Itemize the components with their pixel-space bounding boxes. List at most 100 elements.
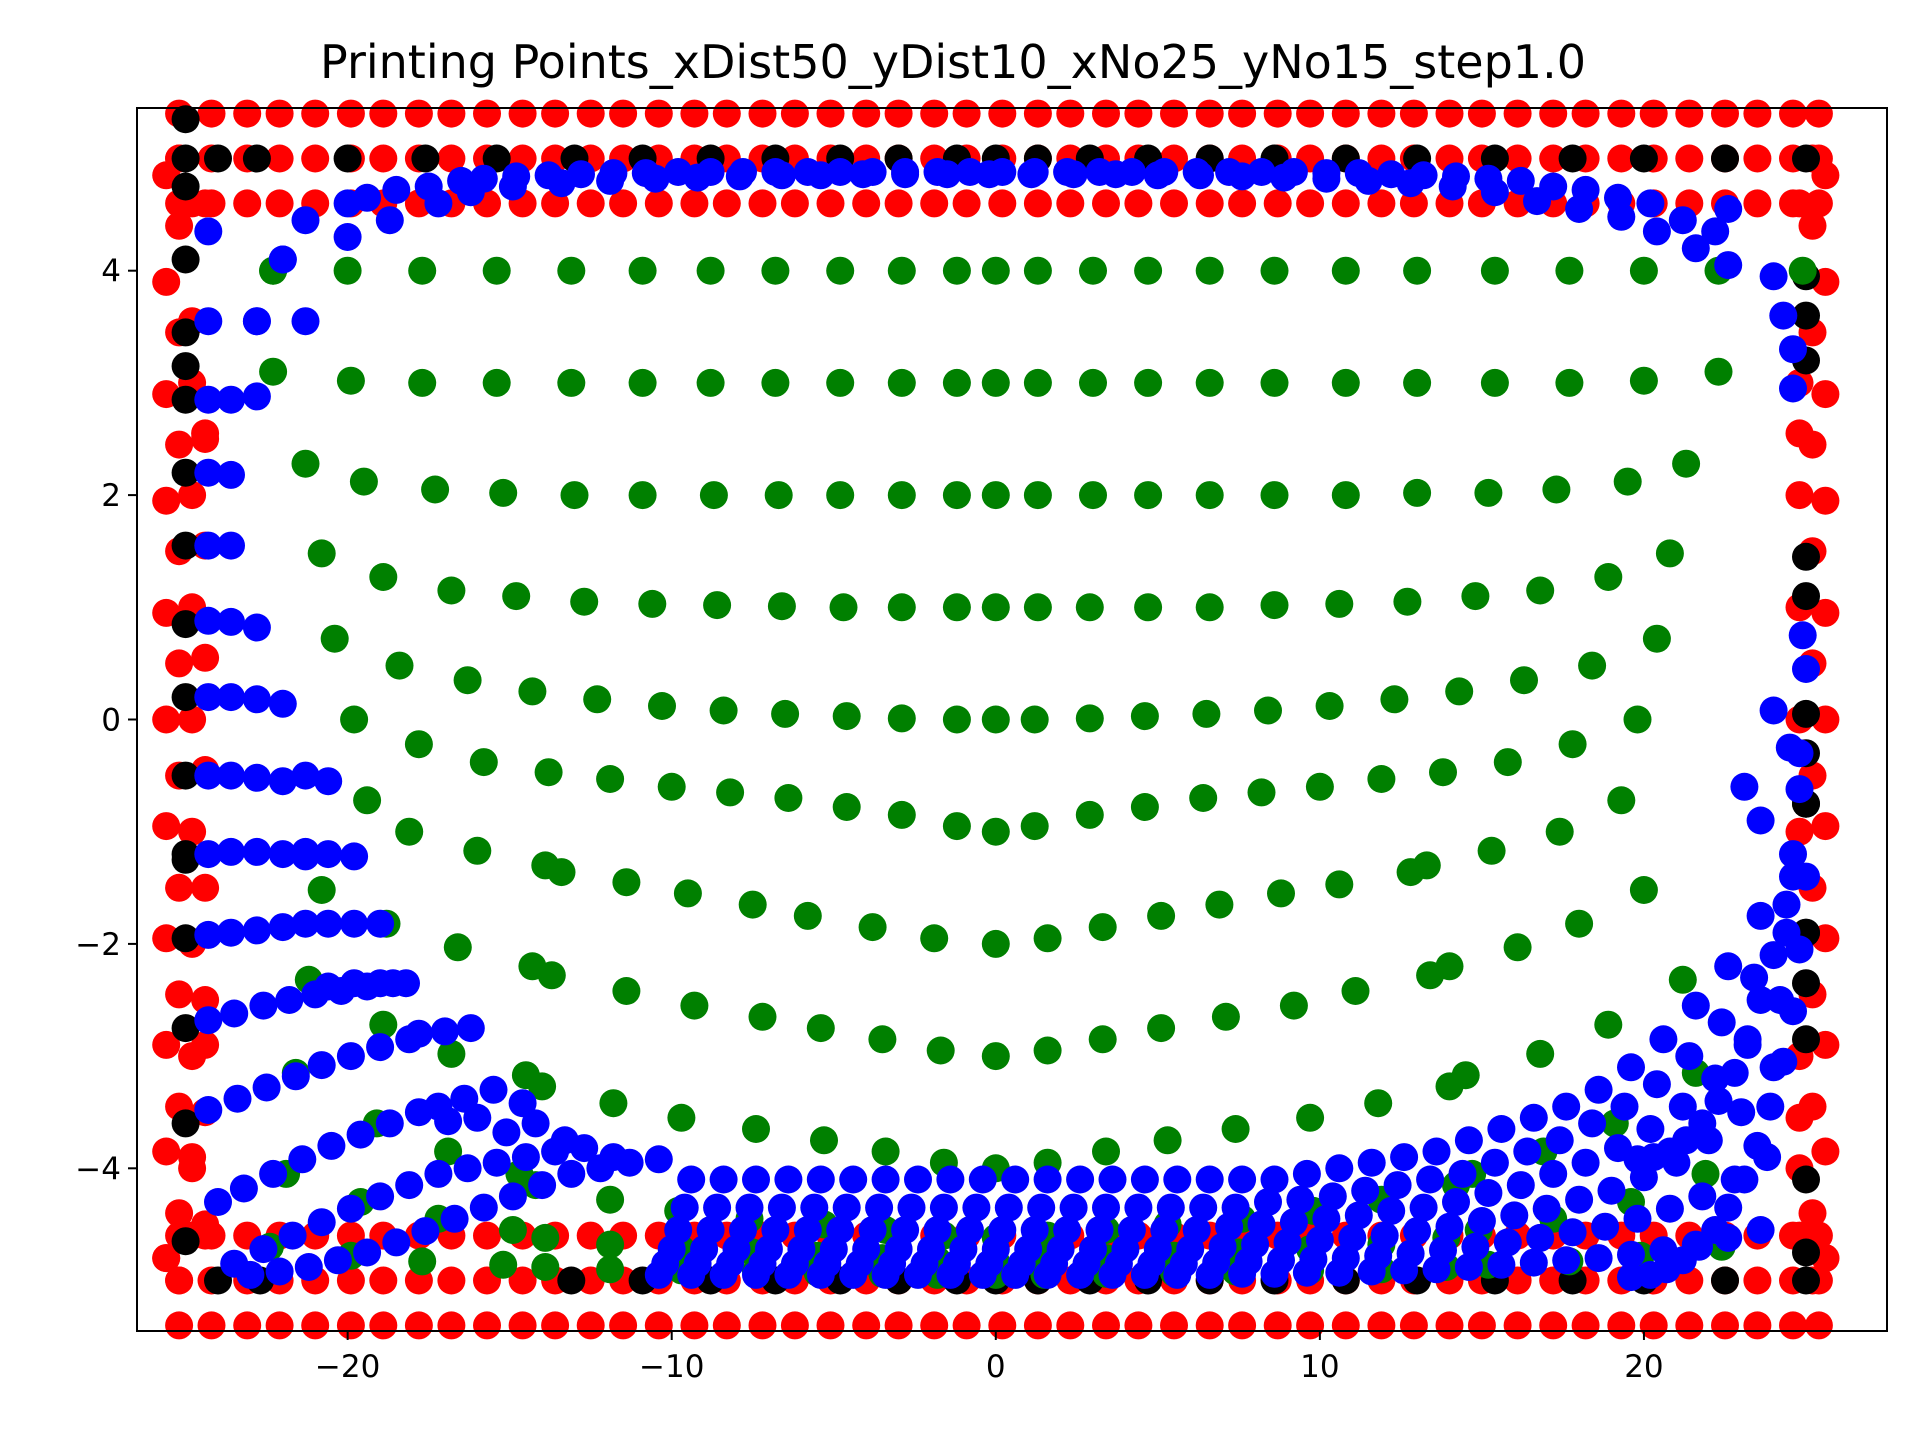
red-point <box>1367 1311 1396 1340</box>
blue-point <box>528 1171 557 1200</box>
blue-point <box>832 1193 861 1222</box>
green-point <box>612 868 641 897</box>
blue-point <box>366 1033 395 1062</box>
blue-point <box>1714 952 1743 981</box>
blue-point <box>1001 1165 1030 1194</box>
red-point <box>1607 99 1636 128</box>
green-point <box>1079 481 1107 510</box>
blue-point <box>336 1042 365 1071</box>
blue-point <box>557 1159 586 1188</box>
blue-point <box>249 991 278 1020</box>
red-point <box>336 99 365 128</box>
green-point <box>1147 901 1176 930</box>
blue-point <box>1454 1253 1483 1281</box>
blue-point <box>1617 1053 1645 1082</box>
blue-point <box>395 1171 424 1200</box>
green-point <box>349 467 378 496</box>
red-point <box>1331 1311 1360 1340</box>
blue-point <box>194 840 223 869</box>
green-point <box>942 705 971 734</box>
green-point <box>774 784 803 812</box>
blue-point <box>904 1260 932 1289</box>
blue-point <box>1552 1092 1581 1121</box>
red-point <box>265 189 294 218</box>
blue-point <box>968 1260 997 1289</box>
red-point <box>852 1311 881 1340</box>
blue-point <box>498 1182 527 1211</box>
blue-point <box>323 1246 352 1275</box>
red-point <box>265 1311 294 1340</box>
green-point <box>547 858 576 887</box>
y-tick-label: −4 <box>75 1151 121 1187</box>
blue-point <box>1480 1148 1509 1177</box>
blue-point <box>826 158 855 186</box>
blue-point <box>871 1165 900 1194</box>
blue-point <box>217 761 245 790</box>
green-point <box>1075 800 1104 829</box>
blue-point <box>1312 1204 1341 1233</box>
red-point <box>884 189 913 218</box>
x-tick-label: 0 <box>986 1349 1006 1385</box>
red-point <box>336 1311 365 1340</box>
blue-point <box>194 761 223 790</box>
black-point <box>204 144 232 173</box>
blue-point <box>1779 335 1807 364</box>
blue-point <box>1001 1260 1030 1289</box>
red-point <box>508 1266 537 1295</box>
green-point <box>557 368 586 397</box>
green-point <box>1403 368 1432 397</box>
blue-point <box>1743 1131 1772 1160</box>
blue-point <box>521 1109 550 1138</box>
blue-point <box>1733 1025 1762 1054</box>
blue-point <box>1584 1075 1613 1104</box>
red-point <box>191 643 220 672</box>
blue-point <box>265 1257 294 1286</box>
blue-point <box>774 1260 803 1289</box>
blue-point <box>1769 301 1798 330</box>
red-point <box>680 1311 709 1340</box>
blue-point <box>1409 1193 1438 1222</box>
red-point <box>1124 189 1153 218</box>
red-point <box>369 144 398 173</box>
green-point <box>806 1014 835 1043</box>
green-point <box>1526 576 1555 605</box>
blue-point <box>1130 1260 1159 1289</box>
black-point <box>1792 699 1820 728</box>
blue-point <box>891 158 920 186</box>
red-point <box>1195 1311 1224 1340</box>
green-point <box>1555 368 1584 397</box>
blue-point <box>194 683 223 712</box>
green-point <box>1691 1159 1720 1188</box>
black-point <box>171 531 200 560</box>
blue-point <box>275 986 304 1014</box>
blue-point <box>806 1165 835 1194</box>
red-point <box>1785 817 1814 846</box>
red-point <box>369 99 398 128</box>
red-point <box>1503 99 1532 128</box>
red-point <box>1195 99 1224 128</box>
blue-point <box>1772 890 1801 919</box>
blue-point <box>440 1204 469 1233</box>
blue-point <box>502 162 531 191</box>
red-point <box>369 1311 398 1340</box>
red-point <box>197 1221 226 1250</box>
red-point <box>1160 1311 1188 1340</box>
blue-point <box>1746 1216 1775 1244</box>
blue-point <box>1156 1193 1185 1222</box>
green-point <box>699 481 728 510</box>
blue-point <box>1247 158 1276 186</box>
red-point <box>191 1030 220 1059</box>
green-point <box>320 624 349 653</box>
red-point <box>152 267 181 296</box>
green-point <box>1331 368 1360 397</box>
green-point <box>502 582 531 611</box>
black-point <box>171 105 200 134</box>
black-point <box>171 144 200 173</box>
green-point <box>1341 977 1370 1005</box>
green-point <box>981 368 1010 397</box>
black-point <box>171 924 200 953</box>
green-point <box>1474 478 1503 507</box>
blue-point <box>644 1145 673 1174</box>
red-point <box>1296 1311 1325 1340</box>
red-point <box>1467 1311 1496 1340</box>
